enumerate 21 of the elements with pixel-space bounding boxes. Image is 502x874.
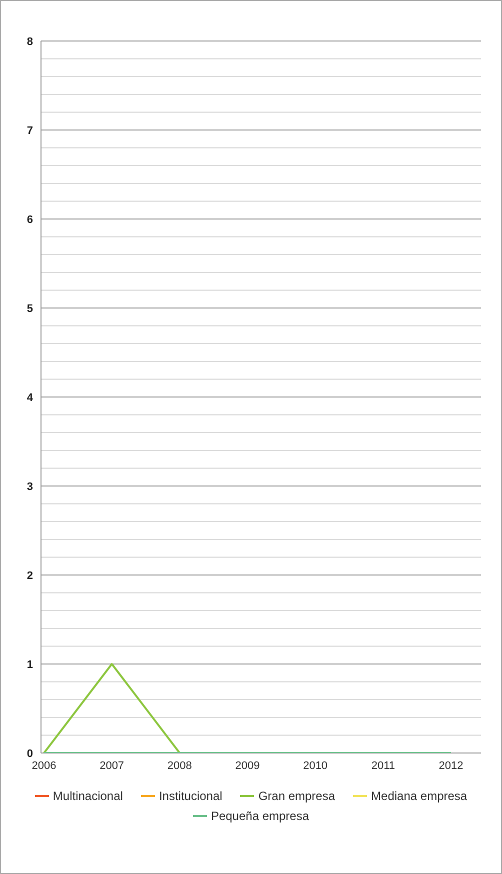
y-tick-label: 2 [26,570,33,582]
y-tick-label: 8 [26,36,33,48]
x-tick-label: 2010 [303,760,328,772]
x-tick-label: 2007 [100,760,124,772]
x-tick-label: 2008 [167,760,192,772]
x-tick-label: 2006 [32,760,56,772]
y-tick-label: 1 [26,658,33,671]
y-tick-label: 6 [26,214,33,226]
x-tick-label: 2011 [371,760,395,772]
legend-label: Pequeña empresa [210,809,310,823]
y-tick-label: 3 [26,480,33,493]
y-tick-label: 7 [26,124,33,137]
x-tick-label: 2009 [235,760,260,772]
legend-label: Multinacional [52,789,123,803]
x-tick-label: 2012 [438,760,464,772]
legend-label: Institucional [158,789,222,803]
legend-label: Mediana empresa [371,789,468,803]
y-tick-label: 4 [26,392,34,404]
y-tick-label: 0 [26,748,33,760]
y-tick-label: 5 [26,302,33,315]
legend-label: Gran empresa [258,789,336,803]
